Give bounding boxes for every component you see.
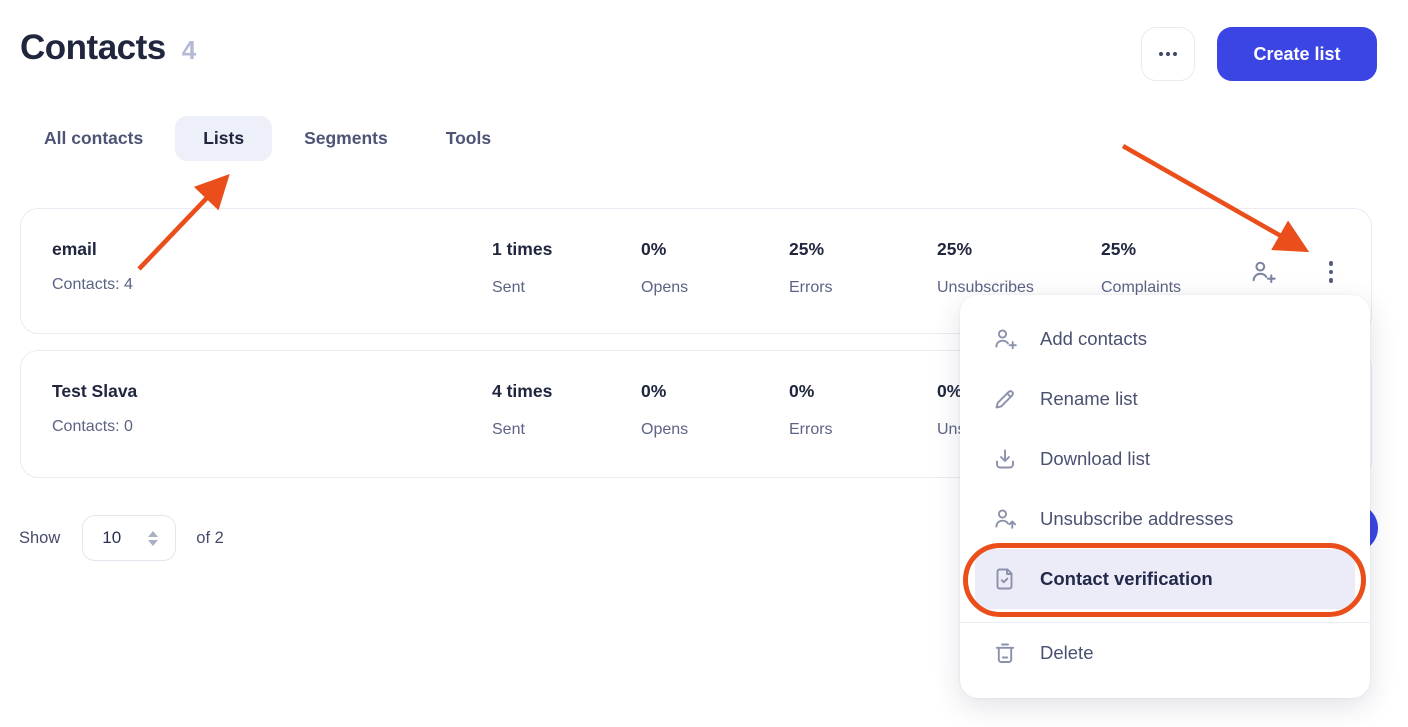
person-plus-icon — [992, 326, 1018, 352]
menu-item-label: Rename list — [1040, 388, 1138, 409]
tab-all-contacts[interactable]: All contacts — [44, 127, 144, 148]
menu-item-label: Delete — [1040, 642, 1094, 663]
stat-label: Opens — [641, 421, 689, 438]
list-name[interactable]: Test Slava — [52, 381, 138, 401]
stat-label: Unsubscribes — [937, 279, 1034, 296]
page-size-value: 10 — [102, 528, 122, 547]
menu-item-label: Add contacts — [1040, 328, 1147, 349]
menu-item-label: Contact verification — [1040, 568, 1213, 589]
menu-item-add-contacts[interactable]: Add contacts — [960, 309, 1370, 369]
tab-segments[interactable]: Segments — [304, 127, 388, 148]
stat-label: Complaints — [1101, 279, 1182, 296]
menu-item-label: Download list — [1040, 448, 1151, 469]
pencil-icon — [992, 386, 1018, 412]
create-list-button[interactable]: Create list — [1217, 27, 1377, 81]
stat-value: 0% — [641, 381, 667, 401]
page-header: Contacts 4 — [20, 28, 196, 68]
menu-item-delete[interactable]: Delete — [960, 623, 1370, 683]
stat-value: 25% — [937, 239, 973, 259]
page-size-select[interactable]: 10 — [82, 515, 177, 561]
stat-label: Sent — [492, 421, 525, 438]
pagination: Show 10 of 2 — [19, 515, 224, 561]
list-name[interactable]: email — [52, 239, 97, 259]
list-contacts-count: Contacts: 0 — [52, 418, 133, 435]
of-total-label: of 2 — [196, 528, 224, 547]
stat-value: 1 times — [492, 239, 553, 259]
stat-value: 4 times — [492, 381, 553, 401]
menu-item-unsubscribe-addresses[interactable]: Unsubscribe addresses — [960, 489, 1370, 549]
menu-item-label: Unsubscribe addresses — [1040, 508, 1234, 529]
download-icon — [992, 446, 1018, 472]
page-title: Contacts — [20, 28, 166, 67]
stat-label: Errors — [789, 279, 833, 296]
stat-label: Opens — [641, 279, 689, 296]
show-label: Show — [19, 528, 61, 547]
list-context-menu: Add contacts Rename list Download list — [960, 295, 1370, 698]
file-check-icon — [992, 566, 1018, 592]
person-up-icon — [992, 506, 1018, 532]
more-actions-button[interactable] — [1141, 27, 1195, 81]
header-actions: Create list — [1141, 27, 1377, 81]
add-contacts-icon[interactable] — [1249, 258, 1277, 286]
stat-label: Errors — [789, 421, 833, 438]
stat-value: 0% — [937, 381, 963, 401]
stat-label: Sent — [492, 279, 525, 296]
list-contacts-count: Contacts: 4 — [52, 276, 133, 293]
stat-value: 0% — [641, 239, 667, 259]
menu-item-contact-verification[interactable]: Contact verification — [975, 549, 1355, 609]
contacts-count-badge: 4 — [181, 35, 197, 65]
stat-value: 0% — [789, 381, 815, 401]
tab-lists[interactable]: Lists — [175, 115, 273, 161]
tab-tools[interactable]: Tools — [445, 127, 492, 148]
ellipsis-icon — [1159, 52, 1177, 56]
menu-item-rename-list[interactable]: Rename list — [960, 369, 1370, 429]
menu-item-download-list[interactable]: Download list — [960, 429, 1370, 489]
contacts-tabs: All contacts Lists Segments Tools — [44, 114, 491, 162]
menu-divider — [960, 622, 1370, 623]
trash-icon — [992, 640, 1018, 666]
row-kebab-menu-icon[interactable] — [1317, 258, 1345, 286]
stat-value: 25% — [789, 239, 825, 259]
stat-value: 25% — [1101, 239, 1137, 259]
stepper-icon[interactable] — [148, 530, 159, 546]
